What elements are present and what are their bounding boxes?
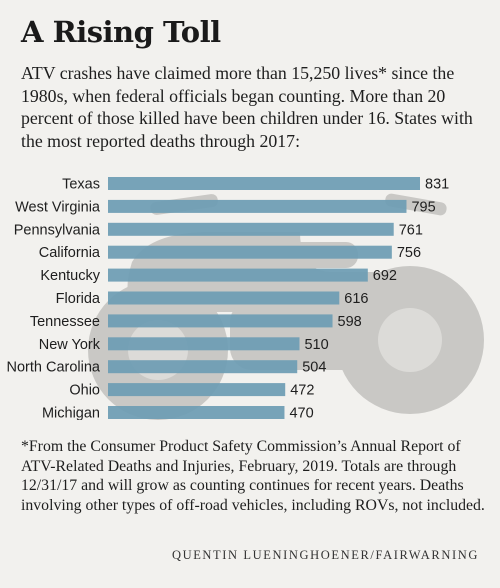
value-label: 795 (411, 199, 435, 215)
value-label: 470 (289, 406, 313, 421)
value-label: 472 (290, 383, 314, 399)
value-label: 756 (397, 245, 421, 261)
category-label: California (39, 245, 101, 261)
category-label: New York (39, 337, 101, 353)
category-label: Florida (56, 291, 101, 307)
bar-new-york (108, 337, 300, 351)
category-label: West Virginia (15, 199, 101, 215)
bar-florida (108, 291, 340, 305)
value-label: 616 (344, 291, 368, 307)
bar-west-virginia (108, 199, 407, 213)
category-label: Tennessee (30, 314, 100, 330)
bar-texas (108, 177, 420, 190)
bar-kentucky (108, 268, 368, 282)
value-label: 692 (373, 268, 397, 284)
value-label: 761 (399, 222, 423, 238)
category-label: Kentucky (40, 268, 100, 284)
page-title: A Rising Toll (21, 15, 221, 49)
bar-north-carolina (108, 360, 298, 374)
value-label: 598 (338, 314, 362, 330)
value-label: 504 (302, 360, 326, 376)
bar-chart: Texas 831 West Virginia 795 Pennsylvania 761 C… (7, 177, 484, 421)
value-label: 831 (425, 177, 449, 193)
category-label: Pennsylvania (14, 222, 101, 238)
category-label: North Carolina (7, 360, 101, 376)
category-label: Michigan (42, 406, 100, 421)
bar-california (108, 245, 392, 259)
bar-ohio (108, 383, 286, 397)
bar-michigan (108, 406, 285, 419)
category-label: Texas (62, 177, 100, 193)
category-label: Ohio (69, 383, 100, 399)
photo-credit: QUENTIN LUENINGHOENER/FAIRWARNING (171, 548, 479, 562)
bar-pennsylvania (108, 222, 394, 236)
footnote-text: *From the Consumer Product Safety Commis… (21, 438, 485, 514)
value-label: 510 (304, 337, 328, 353)
intro-text: ATV crashes have claimed more than 15,25… (21, 63, 473, 151)
bar-tennessee (108, 314, 333, 328)
